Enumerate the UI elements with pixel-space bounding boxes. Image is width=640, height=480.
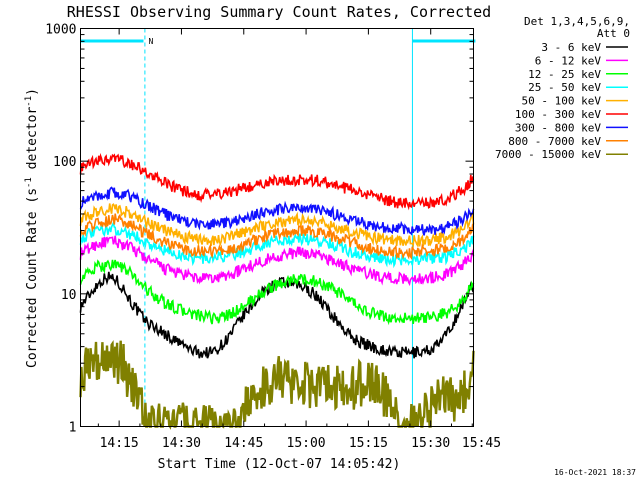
y-tick-label-3: 1000 (45, 23, 76, 38)
x-tick-label-0: 14:15 (100, 436, 139, 451)
y-axis-label: Corrected Count Rate (s-1 detector-1) (24, 88, 40, 368)
series-line-5 (79, 152, 475, 211)
x-tick-label-6: 15:45 (462, 436, 501, 451)
y-axis-ticks: 1 10 100 1000 (45, 23, 474, 436)
legend-label-8: 7000 - 15000 keV (495, 148, 601, 161)
legend-label-6: 300 - 800 keV (515, 121, 601, 134)
legend-header-line2: Att 0 (597, 27, 630, 40)
series-line-7 (79, 213, 475, 261)
legend-label-5: 100 - 300 keV (515, 108, 601, 121)
chart-title: RHESSI Observing Summary Count Rates, Co… (67, 3, 491, 21)
series-line-8 (79, 339, 475, 430)
x-tick-label-5: 15:30 (411, 436, 450, 451)
y-tick-label-2: 100 (53, 155, 76, 170)
series-line-6 (79, 186, 475, 236)
plot-frame (80, 28, 474, 427)
y-tick-label-0: 1 (69, 421, 77, 436)
y-tick-label-1: 10 (61, 288, 77, 303)
night-flag-label: N (149, 37, 154, 46)
legend-label-7: 800 - 7000 keV (508, 135, 601, 148)
x-tick-label-4: 15:15 (349, 436, 388, 451)
x-axis-ticks: 14:15 14:30 14:45 15:00 15:15 15:30 15:45 (97, 28, 501, 451)
legend-header-line1: Det 1,3,4,5,6,9, (524, 15, 630, 28)
legend-label-2: 12 - 25 keV (528, 68, 601, 81)
series-line-1 (79, 235, 475, 287)
x-tick-label-2: 14:45 (224, 436, 263, 451)
x-tick-label-1: 14:30 (162, 436, 201, 451)
footer-timestamp: 16-Oct-2021 18:37 (554, 468, 636, 477)
series-line-3 (79, 220, 475, 269)
legend-label-0: 3 - 6 keV (541, 41, 601, 54)
legend-label-3: 25 - 50 keV (528, 81, 601, 94)
plot-area: N (79, 28, 476, 430)
legend-label-1: 6 - 12 keV (535, 54, 602, 67)
series-line-2 (79, 259, 475, 326)
series-line-4 (79, 203, 475, 248)
x-axis-label: Start Time (12-Oct-07 14:05:42) (158, 457, 401, 472)
legend-label-4: 50 - 100 keV (522, 95, 602, 108)
x-tick-label-3: 15:00 (287, 436, 326, 451)
